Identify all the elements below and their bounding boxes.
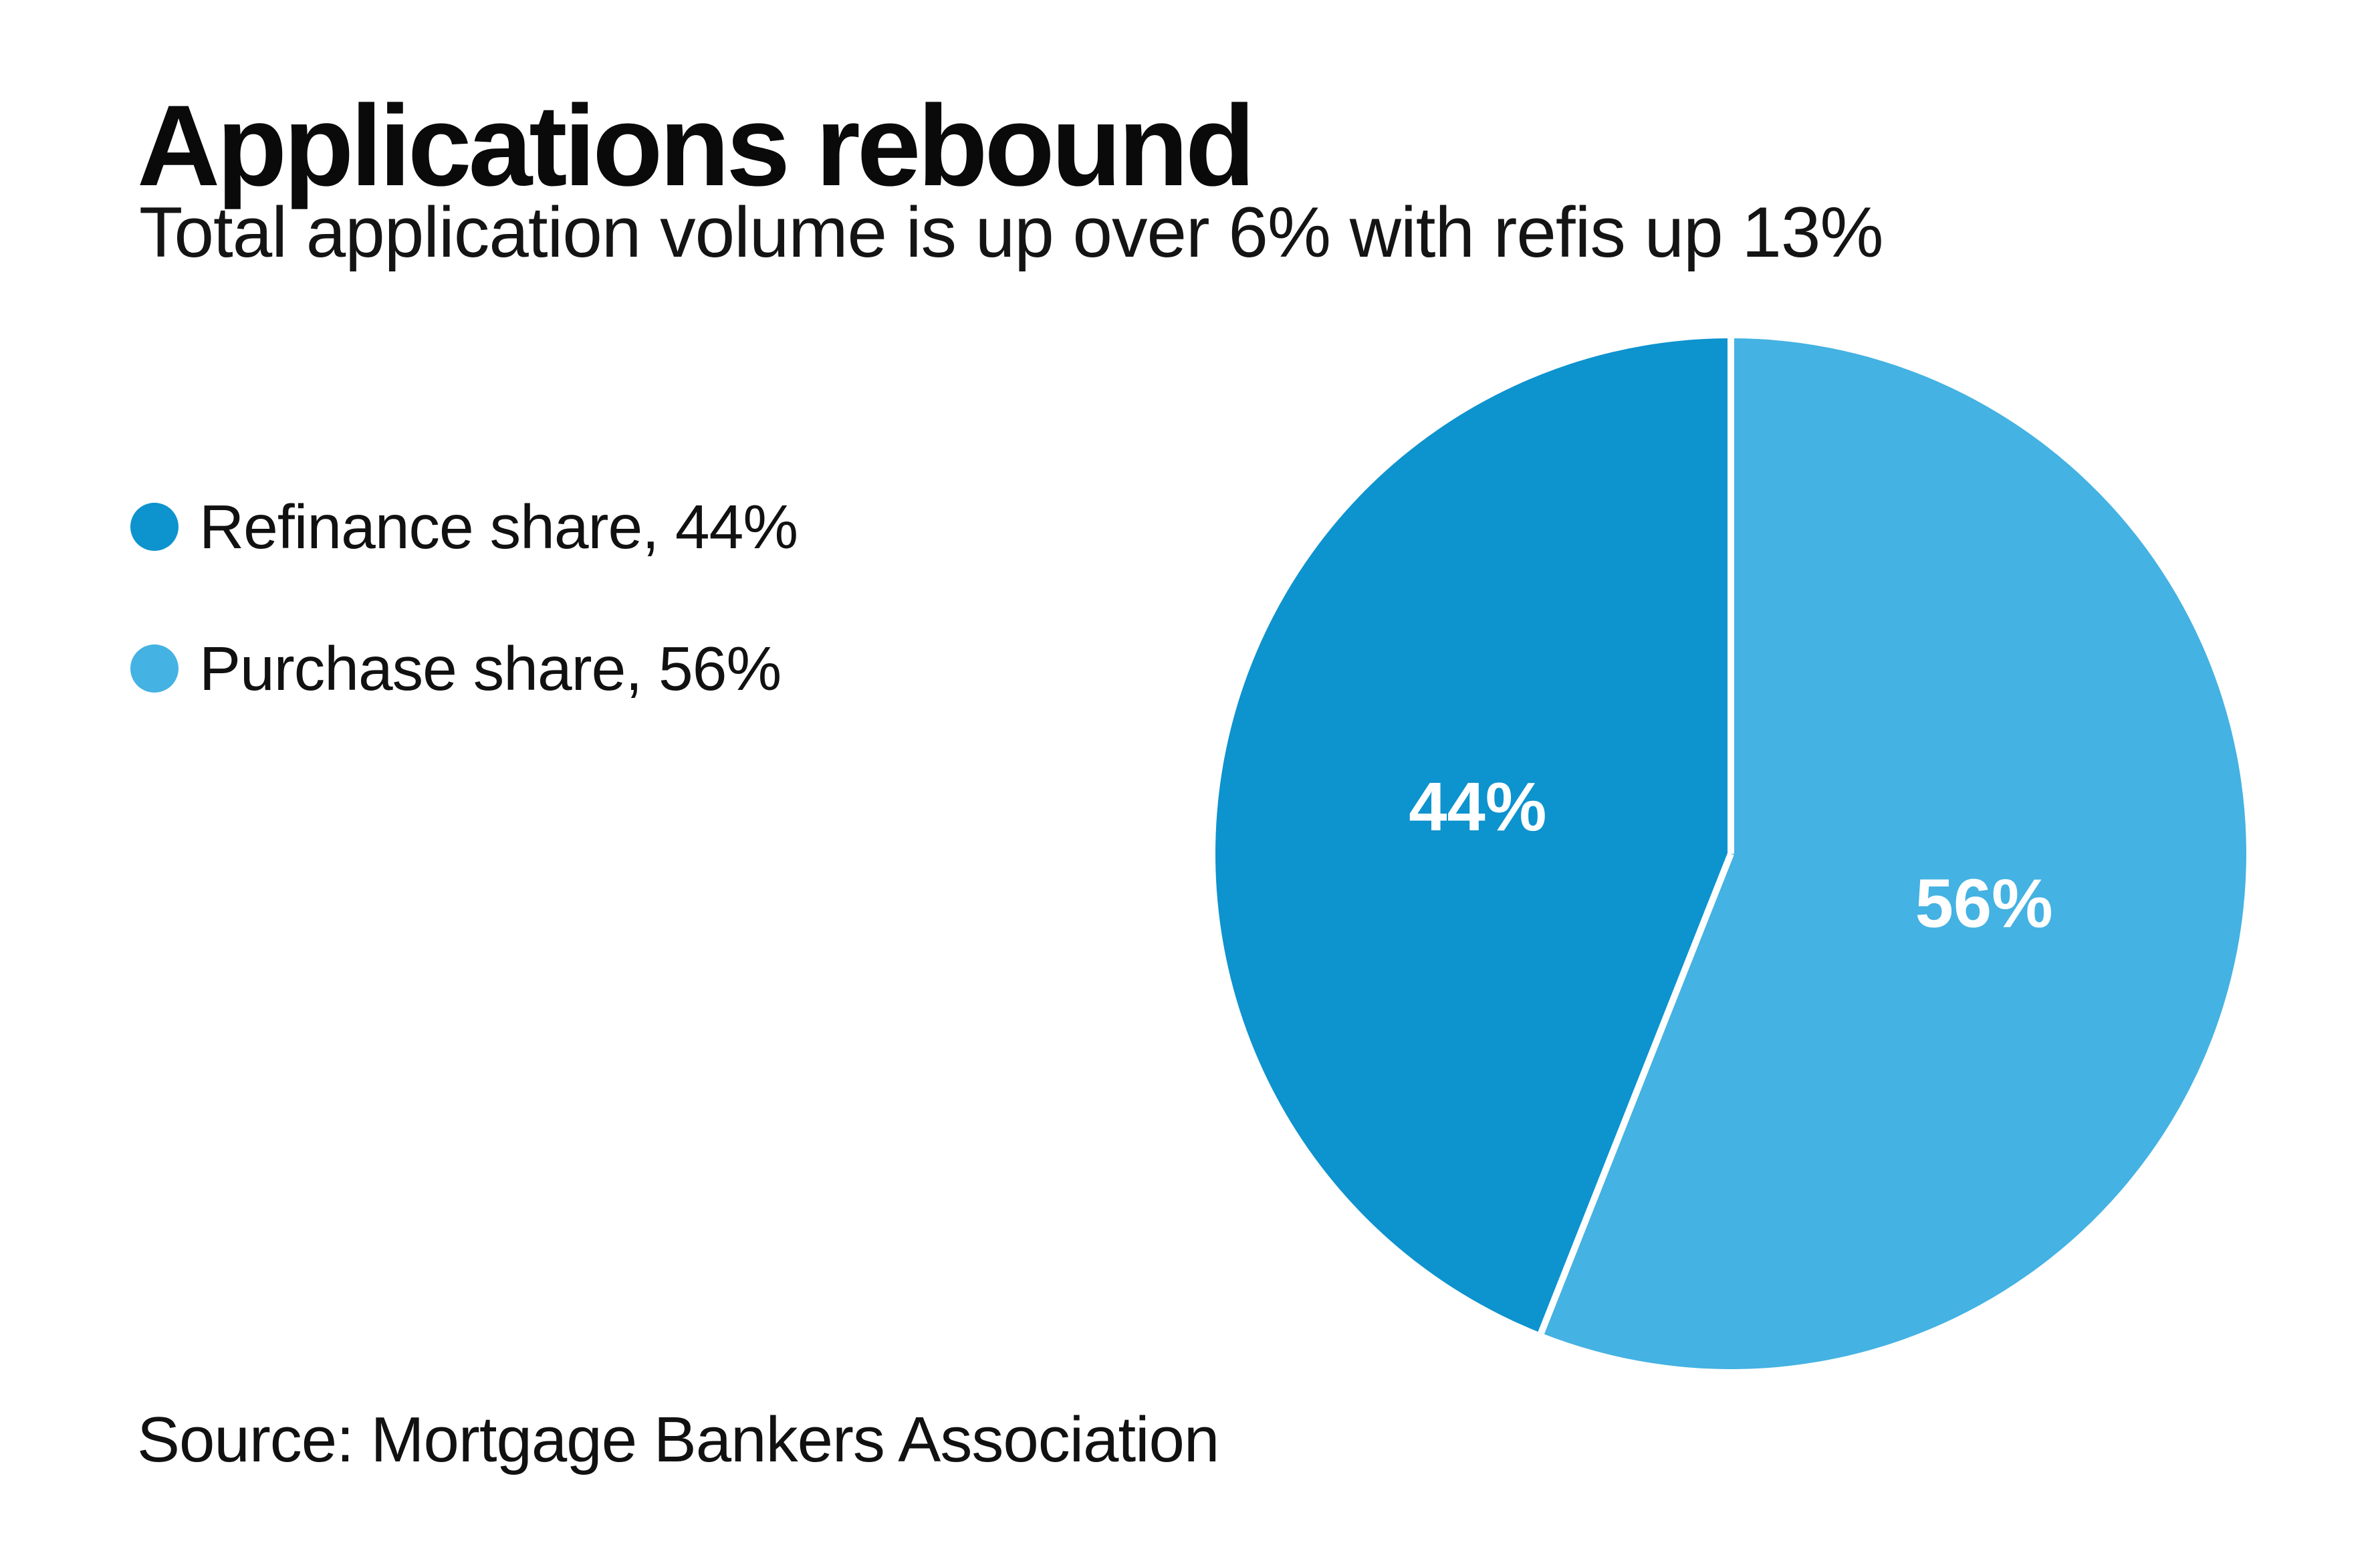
- pie-slice-value-label: 44%: [1409, 768, 1546, 845]
- legend-dot-refinance-icon: [130, 503, 178, 551]
- chart-subtitle: Total application volume is up over 6% w…: [139, 192, 1883, 272]
- legend-item-refinance: Refinance share, 44%: [130, 491, 798, 562]
- pie-slice-refinance-share: [1215, 338, 1731, 1333]
- pie-divider-line: [1538, 852, 1734, 1334]
- pie-slice-value-label: 56%: [1915, 864, 2053, 941]
- pie-chart-svg: 56% 44%: [1215, 338, 2246, 1369]
- legend-dot-purchase-icon: [130, 644, 178, 693]
- pie-slice-purchase-share: [1541, 338, 2246, 1369]
- pie-chart: 56% 44%: [1196, 319, 2266, 1389]
- legend-label-refinance: Refinance share, 44%: [199, 491, 798, 562]
- legend-label-purchase: Purchase share, 56%: [199, 633, 782, 703]
- source-note: Source: Mortgage Bankers Association: [137, 1404, 1219, 1475]
- chart-title: Applications rebound: [137, 82, 1256, 210]
- legend-item-purchase: Purchase share, 56%: [130, 633, 782, 703]
